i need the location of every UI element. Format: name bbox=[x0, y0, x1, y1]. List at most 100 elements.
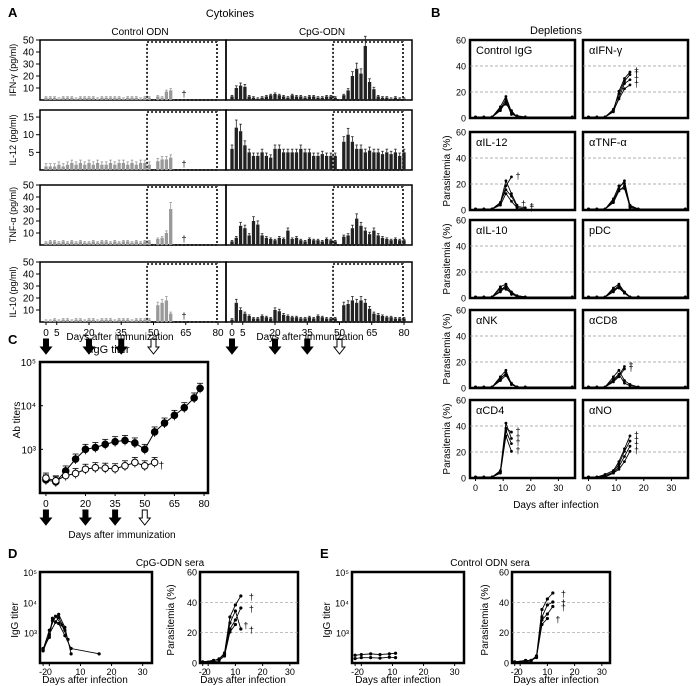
panel-a-bar bbox=[243, 228, 247, 245]
panel-a-bar bbox=[230, 148, 234, 170]
panel-b-dagger: † bbox=[634, 440, 639, 450]
panel-b-point bbox=[510, 449, 513, 453]
panel-a-bar bbox=[100, 241, 104, 245]
panel-a-bar bbox=[329, 240, 333, 245]
panel-a-bar bbox=[312, 240, 316, 245]
panel-a-bar bbox=[126, 319, 130, 322]
panel-b-point bbox=[504, 95, 508, 98]
panel-a-bar bbox=[393, 318, 398, 322]
panel-a-bar bbox=[113, 97, 117, 100]
panel-a-bar bbox=[316, 155, 320, 170]
panel-a-ytick-label: 10 bbox=[23, 229, 35, 240]
panel-b-point bbox=[617, 465, 621, 469]
injection-arrow-open bbox=[138, 509, 152, 526]
panel-a-bar bbox=[398, 318, 402, 322]
panel-a-bar bbox=[333, 155, 337, 170]
panel-a-col-title-cpg: CpG-ODN bbox=[299, 27, 345, 38]
panel-a-ytick-label: 20 bbox=[23, 72, 35, 83]
panel-a-bar bbox=[164, 91, 169, 100]
panel-a-bar bbox=[95, 320, 100, 322]
panel-a-bar bbox=[299, 318, 303, 322]
panel-a-bar bbox=[104, 241, 108, 245]
panel-a-bar bbox=[389, 317, 393, 322]
panel-a-bar bbox=[57, 98, 61, 100]
panel-c-xtick-label: 20 bbox=[80, 499, 92, 510]
panel-a-bar bbox=[143, 162, 147, 170]
panel-a-bar bbox=[320, 97, 324, 100]
panel-a-bar bbox=[402, 152, 406, 170]
panel-b-point bbox=[482, 207, 486, 211]
panel-b-point bbox=[628, 434, 632, 438]
small-plot-ytick-label: 10⁵ bbox=[335, 568, 349, 578]
panel-a-bar bbox=[138, 98, 143, 100]
panel-b-point bbox=[587, 385, 590, 389]
panel-a-bar bbox=[117, 319, 121, 322]
panel-a-bar bbox=[48, 320, 52, 322]
small-plot-point bbox=[545, 603, 549, 607]
panel-a-bar bbox=[389, 98, 393, 100]
panel-b-series-line bbox=[588, 373, 686, 388]
small-plot-series-line bbox=[514, 601, 554, 663]
panel-a-ylabel: IL-12 (pg/ml) bbox=[8, 114, 18, 165]
small-plot-ytick-label: 60 bbox=[499, 568, 509, 578]
panel-a-bar bbox=[294, 152, 299, 170]
small-plot-point bbox=[387, 652, 391, 656]
panel-b-point bbox=[504, 184, 508, 188]
panel-b-dagger: † bbox=[515, 433, 520, 443]
panel-b-point bbox=[628, 383, 632, 386]
small-plot-point bbox=[239, 627, 243, 631]
small-plot-dagger: † bbox=[561, 589, 566, 599]
panel-c-dagger: † bbox=[159, 461, 165, 472]
panel-a-bar bbox=[74, 319, 78, 322]
panel-a-bar bbox=[363, 152, 367, 170]
panel-a-bar bbox=[70, 320, 74, 322]
panel-a-bar bbox=[169, 313, 173, 322]
panel-b-point bbox=[628, 439, 632, 443]
panel-a-bar bbox=[247, 316, 251, 322]
panel-a-bar bbox=[147, 319, 151, 322]
panel-b-series-line bbox=[475, 100, 573, 118]
panel-a-bar bbox=[367, 150, 372, 170]
small-plot-xtick-label: -2 bbox=[39, 667, 47, 677]
small-plot-point bbox=[66, 637, 70, 641]
panel-b-point bbox=[628, 295, 632, 299]
small-plot-point bbox=[69, 652, 73, 656]
panel-a-bar bbox=[91, 97, 95, 100]
panel-b-series-line bbox=[588, 187, 686, 210]
panel-c-point bbox=[71, 469, 80, 478]
panel-a-ytick-label: 15 bbox=[23, 113, 35, 124]
panel-b-ytick-label: 0 bbox=[461, 206, 466, 216]
panel-c-frame bbox=[38, 360, 210, 495]
panel-a-bar bbox=[83, 97, 87, 100]
panel-b-series-line bbox=[475, 284, 573, 298]
panel-a-bar bbox=[65, 319, 70, 322]
panel-a-bar bbox=[234, 237, 238, 245]
panel-a-bar bbox=[367, 234, 372, 245]
injection-arrow-open bbox=[146, 338, 161, 355]
panel-b-point bbox=[628, 73, 632, 77]
panel-a-bar bbox=[312, 155, 316, 170]
panel-a-bar bbox=[251, 97, 256, 100]
small-plot-point bbox=[233, 609, 237, 613]
panel-a-bar bbox=[230, 319, 234, 322]
small-plot-point bbox=[41, 648, 45, 653]
panel-c-point bbox=[150, 428, 159, 436]
panel-a-ylabel: TNF-α (pg/ml) bbox=[8, 187, 18, 243]
panel-b-point bbox=[498, 109, 502, 112]
panel-a-bar bbox=[376, 152, 380, 170]
panel-c-point bbox=[196, 384, 204, 393]
small-plot-point bbox=[50, 616, 55, 620]
panel-b-ytick-label: 40 bbox=[456, 422, 466, 432]
panel-b-point bbox=[617, 97, 621, 101]
panel-b-series-line bbox=[588, 182, 686, 210]
panel-a-bar bbox=[238, 85, 243, 100]
small-plot-frame bbox=[350, 570, 466, 665]
panel-a-ytick-label: 10 bbox=[23, 84, 35, 95]
panel-a-bar bbox=[138, 319, 143, 322]
panel-a-bar bbox=[243, 313, 247, 322]
panel-a-subplot-frame bbox=[39, 261, 227, 323]
panel-b-point bbox=[482, 115, 486, 119]
panel-b-point bbox=[603, 295, 607, 299]
panel-b-point bbox=[617, 467, 621, 471]
panel-b-point bbox=[498, 379, 502, 382]
